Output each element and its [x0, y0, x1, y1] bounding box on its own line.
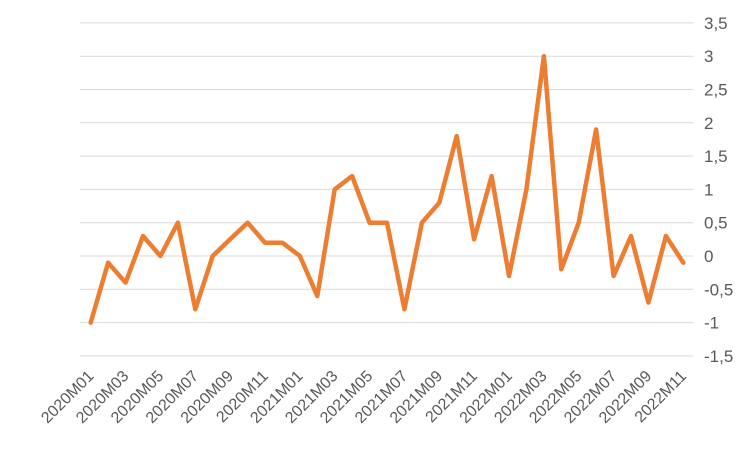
y-axis-tick-label: 0 [704, 247, 713, 266]
y-axis-tick-label: 0,5 [704, 214, 728, 233]
y-axis-tick-label: -0,5 [704, 280, 733, 299]
y-axis-tick-label: 1 [704, 180, 713, 199]
y-axis-tick-label: -1,5 [704, 347, 733, 366]
y-axis-tick-label: 2 [704, 114, 713, 133]
y-axis-tick-label: -1 [704, 314, 719, 333]
series-line [88, 53, 686, 325]
y-axis-tick-label: 3 [704, 47, 713, 66]
y-axis-tick-label: 1,5 [704, 147, 728, 166]
y-axis-tick-label: 3,5 [704, 14, 728, 33]
y-axis-tick-label: 2,5 [704, 81, 728, 100]
